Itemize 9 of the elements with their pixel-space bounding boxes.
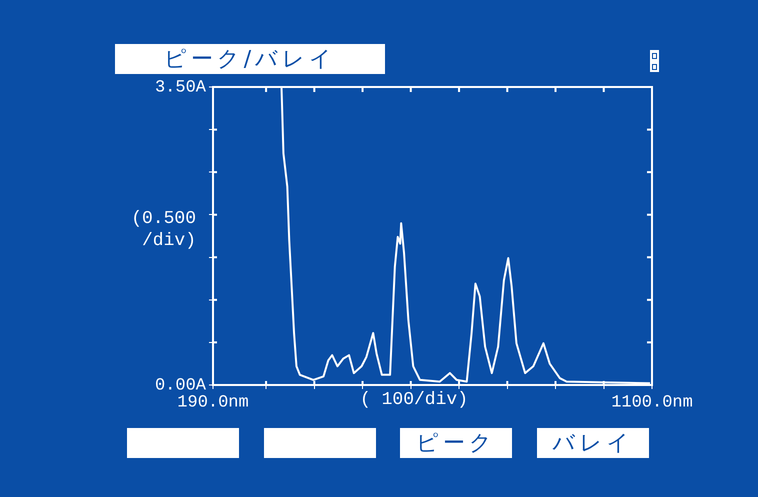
text: バレイ — [537, 428, 649, 458]
chart-title: ピーク/バレイ — [115, 44, 385, 74]
y-tick-label: 0.00A — [154, 376, 207, 396]
text: ピーク — [400, 428, 512, 458]
x-tick-label: 190.0nm — [177, 394, 249, 413]
x-axis-title: ( 100/div) — [360, 390, 468, 410]
y-tick-label: 3.50A — [154, 78, 207, 98]
x-tick-label: 1100.0nm — [611, 394, 693, 413]
y-axis-title: (0.500 /div) — [130, 208, 196, 252]
